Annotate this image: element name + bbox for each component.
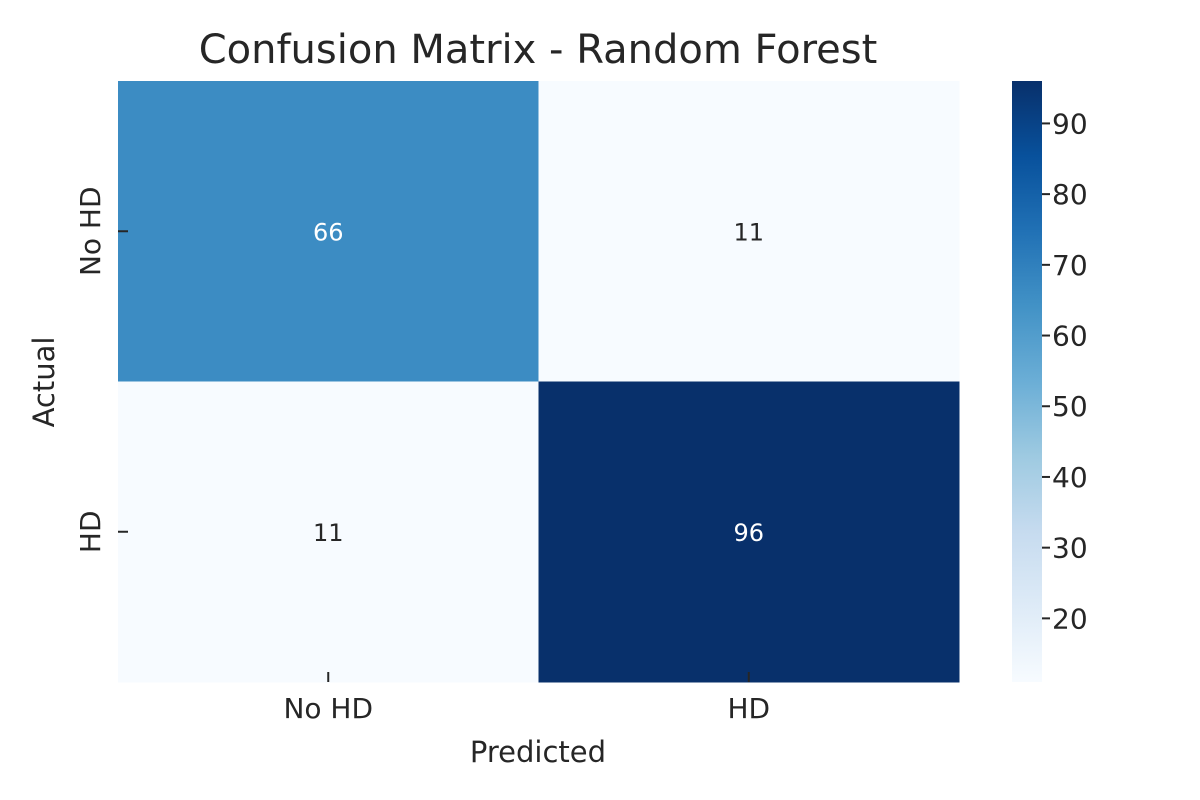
heatmap-cell	[538, 381, 960, 683]
heatmap-cell	[538, 81, 960, 382]
heatmap-cell	[118, 81, 539, 382]
cell-value-label: 96	[733, 519, 764, 547]
colorbar-tick-label: 90	[1052, 107, 1088, 140]
x-axis-title: Predicted	[470, 735, 606, 769]
colorbar-tick-label: 40	[1052, 461, 1088, 494]
colorbar-ticks: 20 30 40 50 60 70 80 90	[1042, 107, 1088, 635]
y-axis-title: Actual	[27, 337, 61, 428]
y-tick-label: HD	[74, 510, 107, 553]
x-tick-label: HD	[727, 692, 770, 725]
colorbar-tick-label: 80	[1052, 178, 1088, 211]
colorbar	[1012, 81, 1042, 682]
heatmap-cells	[118, 81, 960, 683]
colorbar-tick-label: 30	[1052, 532, 1088, 565]
cell-value-label: 66	[313, 218, 344, 246]
cell-value-label: 11	[733, 218, 764, 246]
y-axis-ticks: No HD HD	[74, 186, 128, 553]
x-tick-label: No HD	[283, 692, 373, 725]
heatmap-cell	[118, 381, 539, 683]
colorbar-tick-label: 20	[1052, 602, 1088, 635]
colorbar-tick-label: 60	[1052, 320, 1088, 353]
colorbar-tick-label: 70	[1052, 249, 1088, 282]
y-tick-label: No HD	[74, 186, 107, 276]
x-axis-ticks: No HD HD	[283, 672, 770, 725]
chart-title: Confusion Matrix - Random Forest	[199, 27, 878, 73]
cell-value-label: 11	[313, 519, 344, 547]
heatmap-cell-labels: 66 11 11 96	[313, 218, 764, 547]
colorbar-tick-label: 50	[1052, 390, 1088, 423]
